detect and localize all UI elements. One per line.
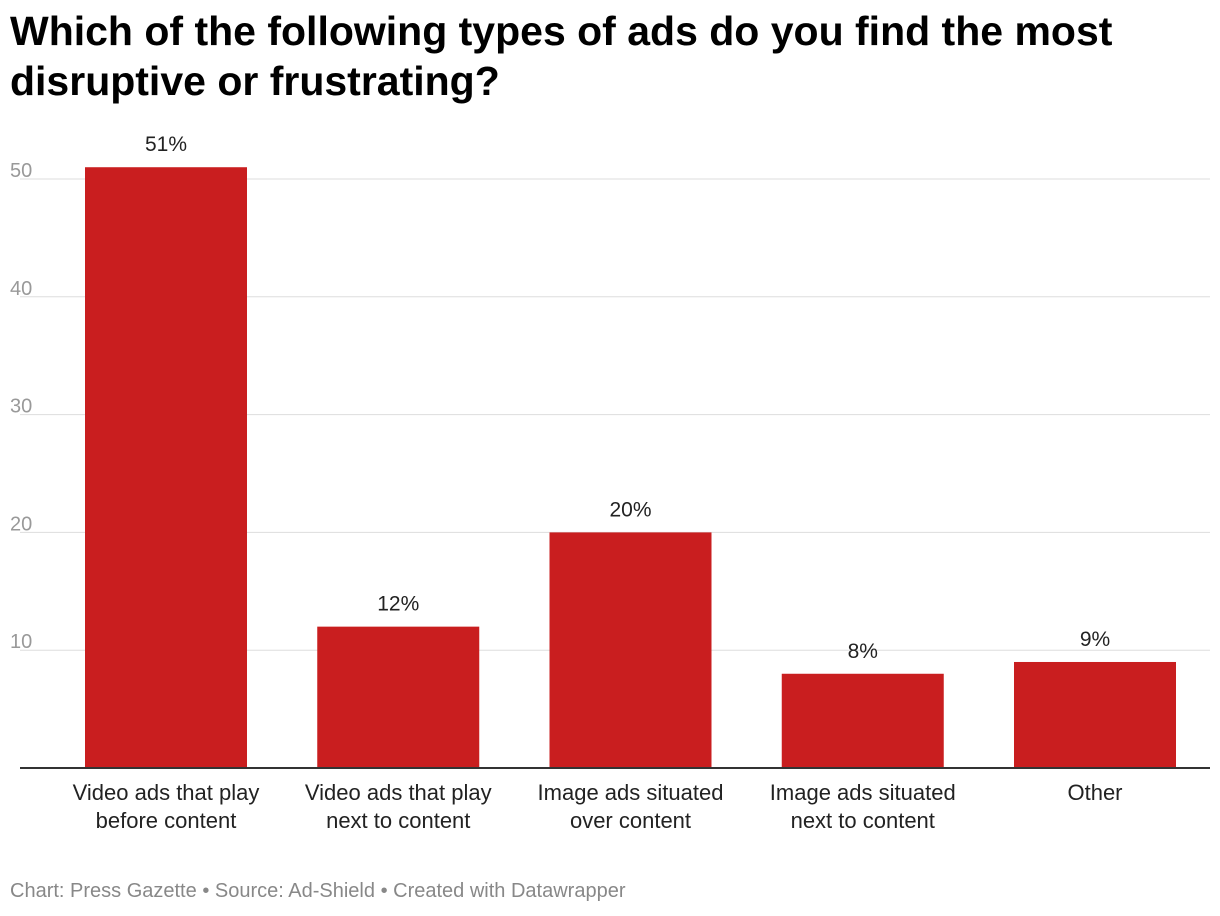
bar — [549, 532, 712, 768]
bar-value-label: 12% — [377, 593, 419, 616]
y-tick-label: 10 — [10, 631, 32, 653]
x-category-label: next to content — [326, 808, 470, 833]
bar — [1014, 661, 1176, 768]
x-axis-labels: Video ads that play before content Video a… — [73, 780, 1123, 833]
bar — [85, 167, 247, 769]
x-category-label: over content — [570, 808, 691, 833]
bar — [317, 626, 480, 768]
y-tick-label: 40 — [10, 278, 32, 300]
chart-title: Which of the following types of ads do y… — [10, 8, 1113, 104]
chart-credit: Chart: Press Gazette — [10, 880, 197, 902]
x-category-label: Other — [1067, 780, 1122, 805]
source-credit: Source: Ad-Shield — [214, 880, 375, 902]
bar — [781, 673, 944, 768]
chart-footer: Chart: Press Gazette • Source: Ad-Shield… — [10, 880, 625, 903]
footer-separator: • — [202, 880, 210, 902]
bar-value-label: 8% — [848, 640, 878, 663]
y-tick-label: 20 — [10, 513, 32, 535]
footer-separator: • — [380, 880, 388, 902]
y-tick-label: 30 — [10, 396, 32, 418]
bar-value-label: 20% — [609, 498, 651, 521]
bars — [85, 167, 1176, 769]
y-axis-ticks: 10 20 30 40 50 — [10, 160, 32, 653]
bar-value-label: 51% — [145, 133, 187, 156]
y-tick-label: 50 — [10, 160, 32, 182]
value-labels: 51% 12% 20% 8% 9% — [145, 133, 1110, 663]
x-category-label: before content — [96, 808, 237, 833]
x-category-label: Video ads that play — [73, 780, 260, 805]
bar-value-label: 9% — [1080, 628, 1110, 651]
x-category-label: next to content — [791, 808, 935, 833]
created-with-credit: Created with Datawrapper — [393, 880, 626, 902]
x-category-label: Image ads situated — [770, 780, 956, 805]
x-category-label: Image ads situated — [538, 780, 724, 805]
x-category-label: Video ads that play — [305, 780, 492, 805]
